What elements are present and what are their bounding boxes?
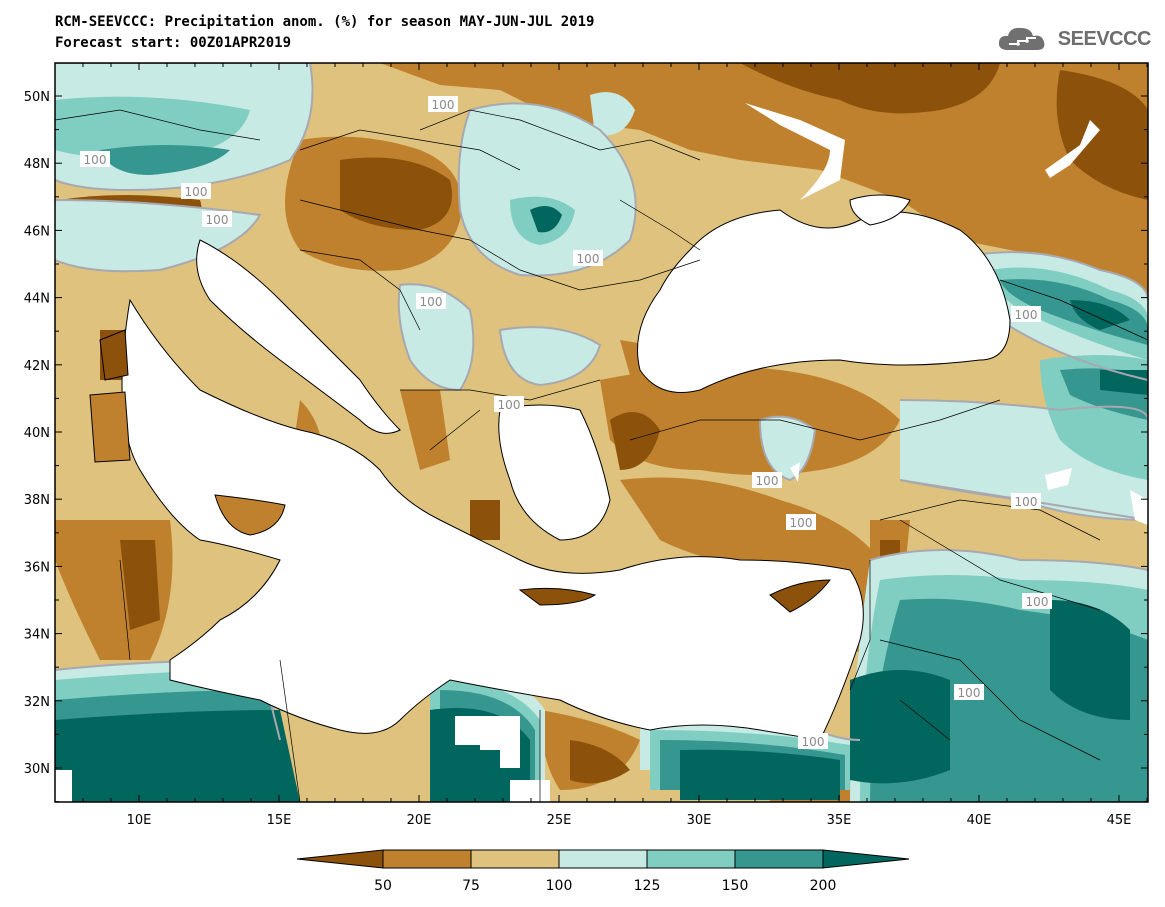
latitude-axis: 50N 48N 46N 44N 42N 40N 38N 36N 34N 32N 30N — [24, 90, 1148, 803]
longitude-axis: 10E 15E 20E 25E 30E 35E 40E 45E — [82, 63, 1148, 828]
colorbar-label: 125 — [634, 878, 661, 894]
contour-label-group: 100 100 100 100 100 100 100 100 100 100 100 100 100 1… — [80, 96, 1052, 749]
contour-label-bg — [1022, 593, 1052, 609]
lon-label: 45E — [1107, 813, 1132, 828]
contour-label-bg — [494, 396, 524, 412]
contour-label: 100 — [577, 252, 600, 266]
islands — [89, 329, 832, 613]
colorbar-label: 75 — [462, 878, 480, 894]
contour-label: 100 — [498, 398, 521, 412]
contour-label-bg — [416, 293, 446, 309]
country-borders — [55, 109, 1148, 802]
contour-label-bg — [954, 684, 984, 700]
contour-label-bg — [80, 151, 110, 167]
contour-label: 100 — [756, 474, 779, 488]
lat-label: 36N — [24, 560, 50, 575]
lon-label: 15E — [267, 813, 292, 828]
colorbar-segment — [646, 849, 736, 869]
logo-text: SEEVCCC — [1057, 27, 1152, 50]
contour-label-bg — [1011, 306, 1041, 322]
contour-label-bg — [202, 211, 232, 227]
lat-label: 46N — [24, 224, 50, 239]
lon-label: 35E — [827, 813, 852, 828]
contour-label: 100 — [432, 98, 455, 112]
chart-title: RCM-SEEVCCC: Precipitation anom. (%) for… — [55, 14, 595, 30]
lat-label: 42N — [24, 359, 50, 374]
colorbar-label: 100 — [546, 878, 573, 894]
colorbar-segment — [734, 849, 824, 869]
colorbar: 50 75 100 125 150 200 — [296, 849, 910, 894]
colorbar-lower-arrow — [296, 849, 384, 869]
contour-label: 100 — [790, 516, 813, 530]
lon-label: 30E — [687, 813, 712, 828]
lat-label: 50N — [24, 90, 50, 105]
contour-label: 100 — [802, 735, 825, 749]
lon-label: 40E — [967, 813, 992, 828]
lat-label: 30N — [24, 762, 50, 777]
lat-label: 44N — [24, 292, 50, 307]
contour-label: 100 — [958, 686, 981, 700]
contour-label-bg — [786, 514, 816, 530]
colorbar-label: 200 — [810, 878, 837, 894]
contour-label-bg — [428, 96, 458, 112]
cloud-icon — [998, 27, 1045, 50]
colorbar-segment — [470, 849, 560, 869]
lat-label: 32N — [24, 695, 50, 710]
colorbar-segment — [558, 849, 648, 869]
lat-label: 38N — [24, 493, 50, 508]
contour-label-bg — [181, 183, 211, 199]
colorbar-segment — [382, 849, 472, 869]
lat-label: 48N — [24, 157, 50, 172]
seevccc-logo: SEEVCCC — [996, 24, 1152, 54]
lat-label: 40N — [24, 426, 50, 441]
contour-label: 100 — [420, 295, 443, 309]
lat-label: 34N — [24, 628, 50, 643]
colorbar-label: 50 — [374, 878, 392, 894]
chart-subtitle: Forecast start: 00Z01APR2019 — [55, 35, 292, 51]
contour-label-bg — [1011, 493, 1041, 509]
contour-label-bg — [798, 733, 828, 749]
contour-label: 100 — [206, 213, 229, 227]
lon-label: 10E — [127, 813, 152, 828]
colorbar-label: 150 — [722, 878, 749, 894]
map-area: 100 100 100 100 100 100 100 100 100 100 100 100 100 1… — [55, 63, 1148, 802]
contour-label: 100 — [1015, 495, 1038, 509]
contour-label-bg — [573, 250, 603, 266]
contour-label-bg — [752, 472, 782, 488]
contour-label: 100 — [1015, 308, 1038, 322]
contour-label: 100 — [84, 153, 107, 167]
lon-label: 20E — [407, 813, 432, 828]
contour-label: 100 — [1026, 595, 1049, 609]
colorbar-upper-arrow — [822, 849, 910, 869]
contour-label: 100 — [185, 185, 208, 199]
lon-label: 25E — [547, 813, 572, 828]
sea-areas — [121, 194, 1011, 741]
